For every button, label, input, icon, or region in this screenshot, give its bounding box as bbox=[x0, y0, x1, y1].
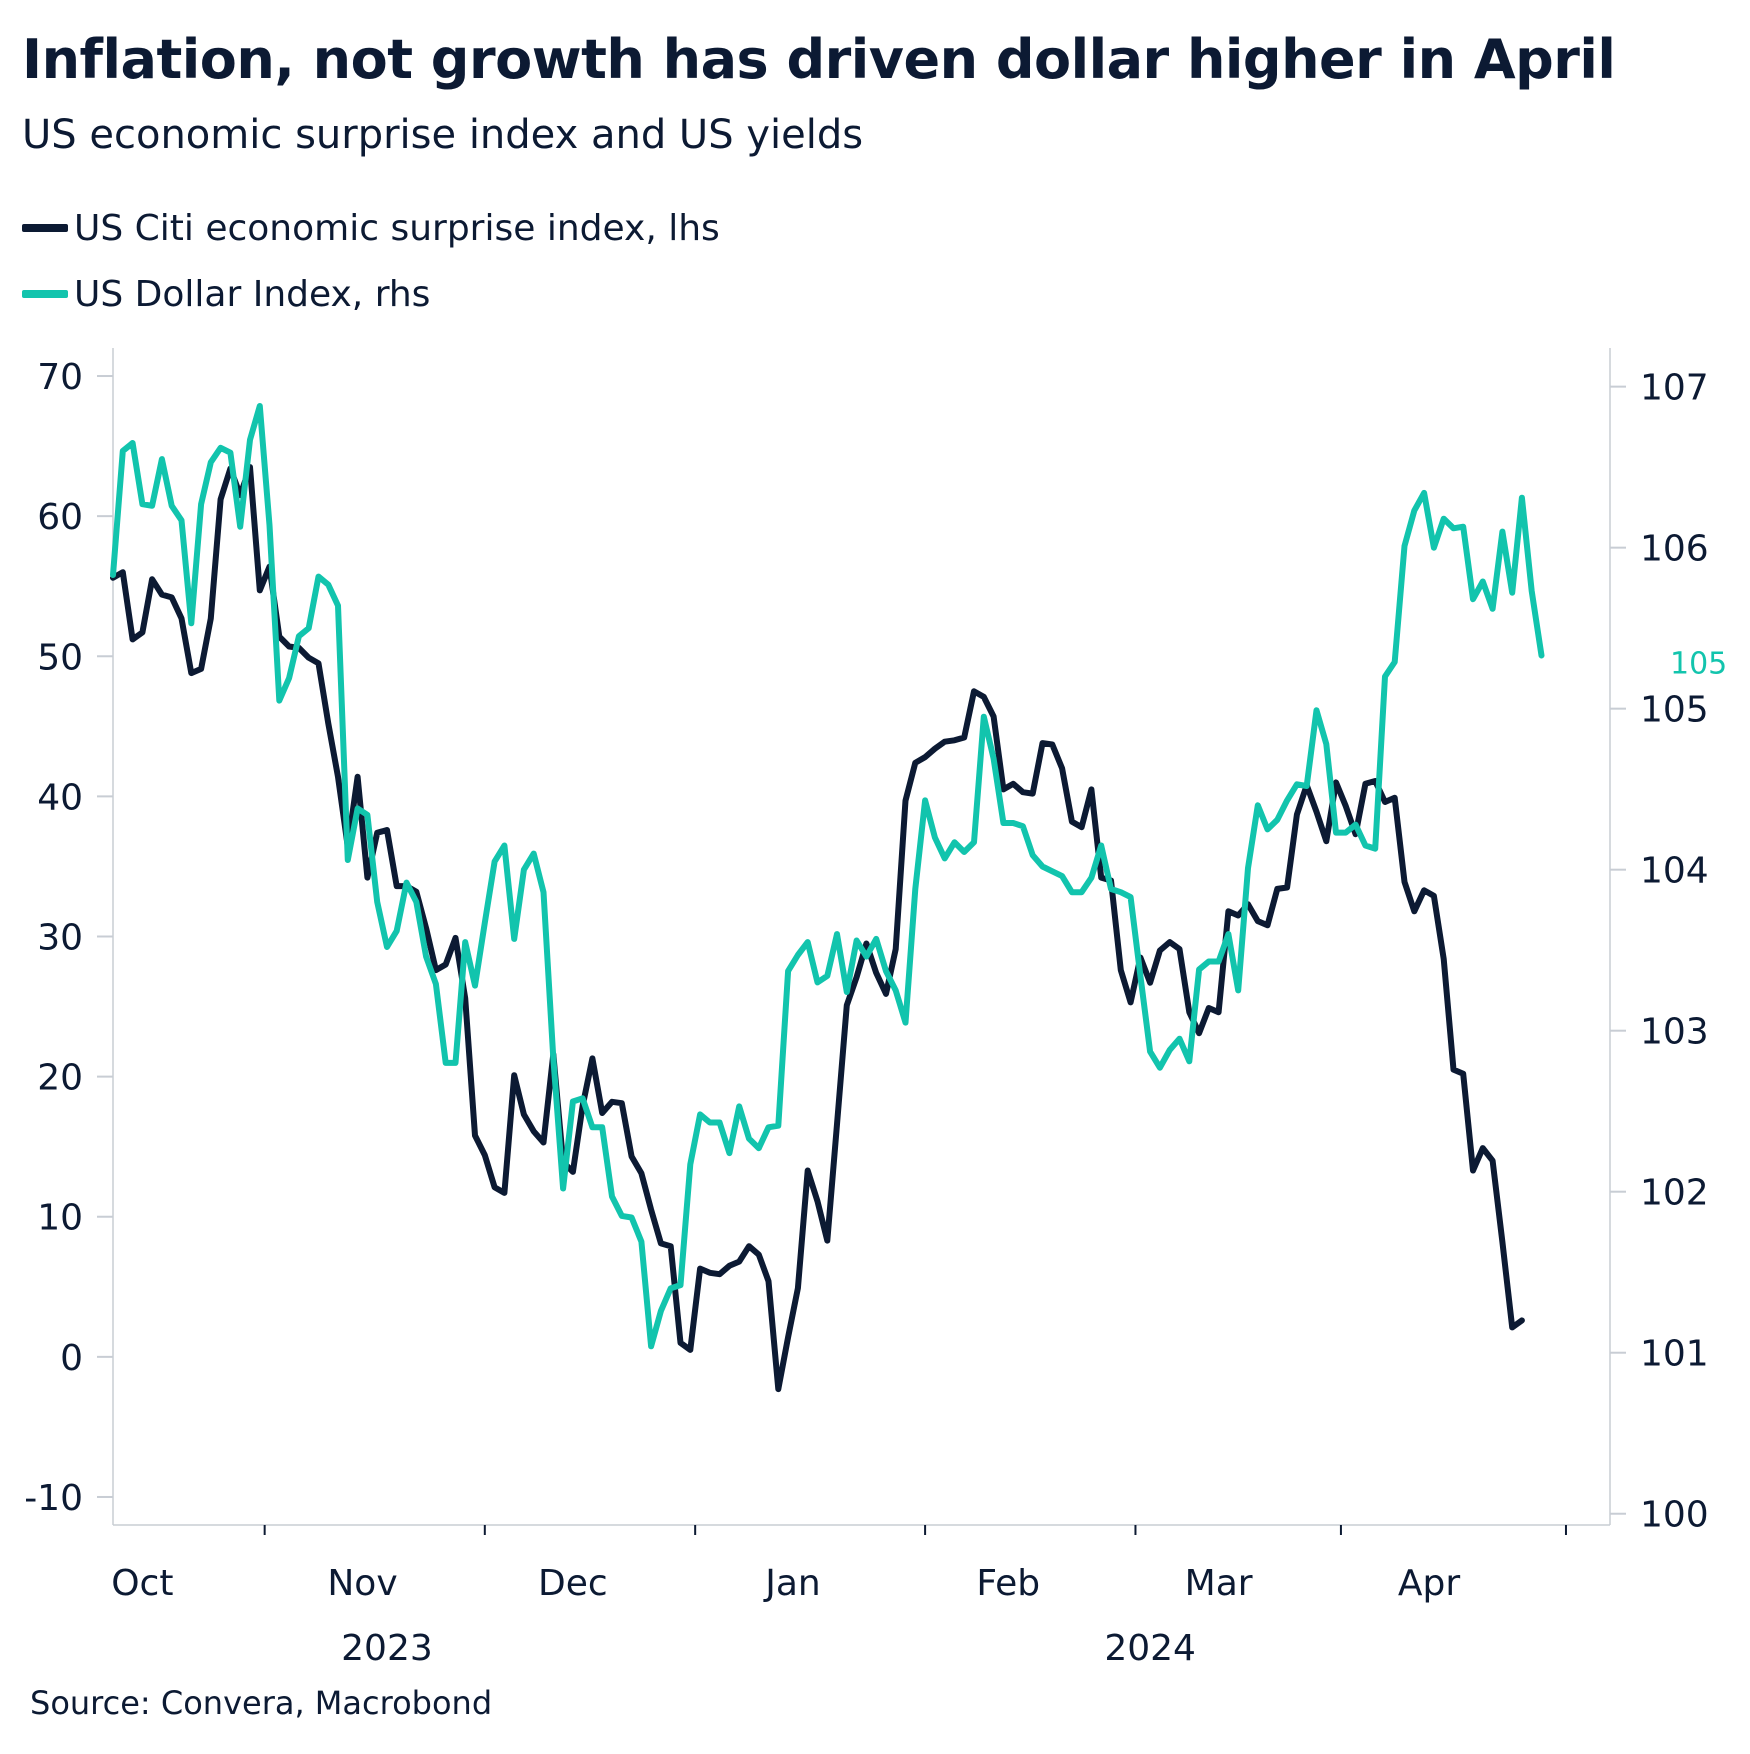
legend-label-dollar-index: US Dollar Index, rhs bbox=[74, 273, 431, 315]
x-month-label: Mar bbox=[1185, 1563, 1253, 1604]
x-month-label: Jan bbox=[763, 1563, 821, 1604]
x-year-label: 2023 bbox=[341, 1628, 433, 1669]
legend-label-surprise-index: US Citi economic surprise index, lhs bbox=[74, 207, 720, 249]
left-y-tick-label: 70 bbox=[37, 357, 83, 398]
legend-swatch-dollar-index bbox=[22, 290, 68, 298]
x-month-label: Feb bbox=[976, 1563, 1040, 1604]
left-y-tick-label: -10 bbox=[24, 1478, 83, 1519]
right-y-tick-label: 107 bbox=[1640, 368, 1709, 409]
legend-swatch-surprise-index bbox=[22, 224, 68, 232]
x-month-label: Dec bbox=[538, 1563, 608, 1604]
source-note: Source: Convera, Macrobond bbox=[30, 1684, 493, 1722]
x-year-label: 2024 bbox=[1104, 1628, 1196, 1669]
right-y-tick-label: 102 bbox=[1640, 1173, 1709, 1214]
legend-item-surprise-index: US Citi economic surprise index, lhs bbox=[22, 206, 720, 250]
legend-item-dollar-index: US Dollar Index, rhs bbox=[22, 272, 430, 316]
left-y-tick-label: 20 bbox=[37, 1058, 83, 1099]
left-y-tick-label: 60 bbox=[37, 497, 83, 538]
left-y-tick-label: 0 bbox=[60, 1338, 83, 1379]
last-value-label: 105 bbox=[1670, 646, 1727, 681]
left-y-tick-label: 40 bbox=[37, 777, 83, 818]
left-y-tick-label: 10 bbox=[37, 1198, 83, 1239]
right-y-tick-label: 101 bbox=[1640, 1334, 1709, 1375]
x-month-label: Oct bbox=[111, 1563, 173, 1604]
right-y-tick-label: 105 bbox=[1640, 690, 1709, 731]
chart-title: Inflation, not growth has driven dollar … bbox=[22, 28, 1616, 91]
right-y-tick-label: 103 bbox=[1640, 1012, 1709, 1053]
series-line-dollar-index bbox=[110, 403, 1545, 1350]
left-y-tick-label: 50 bbox=[37, 637, 83, 678]
x-month-label: Nov bbox=[327, 1563, 397, 1604]
chart-subtitle: US economic surprise index and US yields bbox=[22, 112, 864, 158]
right-y-tick-label: 104 bbox=[1640, 851, 1709, 892]
right-y-tick-label: 100 bbox=[1640, 1495, 1709, 1536]
x-month-label: Apr bbox=[1398, 1563, 1460, 1604]
series-line-surprise-index bbox=[110, 464, 1525, 1393]
right-y-tick-label: 106 bbox=[1640, 529, 1709, 570]
left-y-tick-label: 30 bbox=[37, 918, 83, 959]
